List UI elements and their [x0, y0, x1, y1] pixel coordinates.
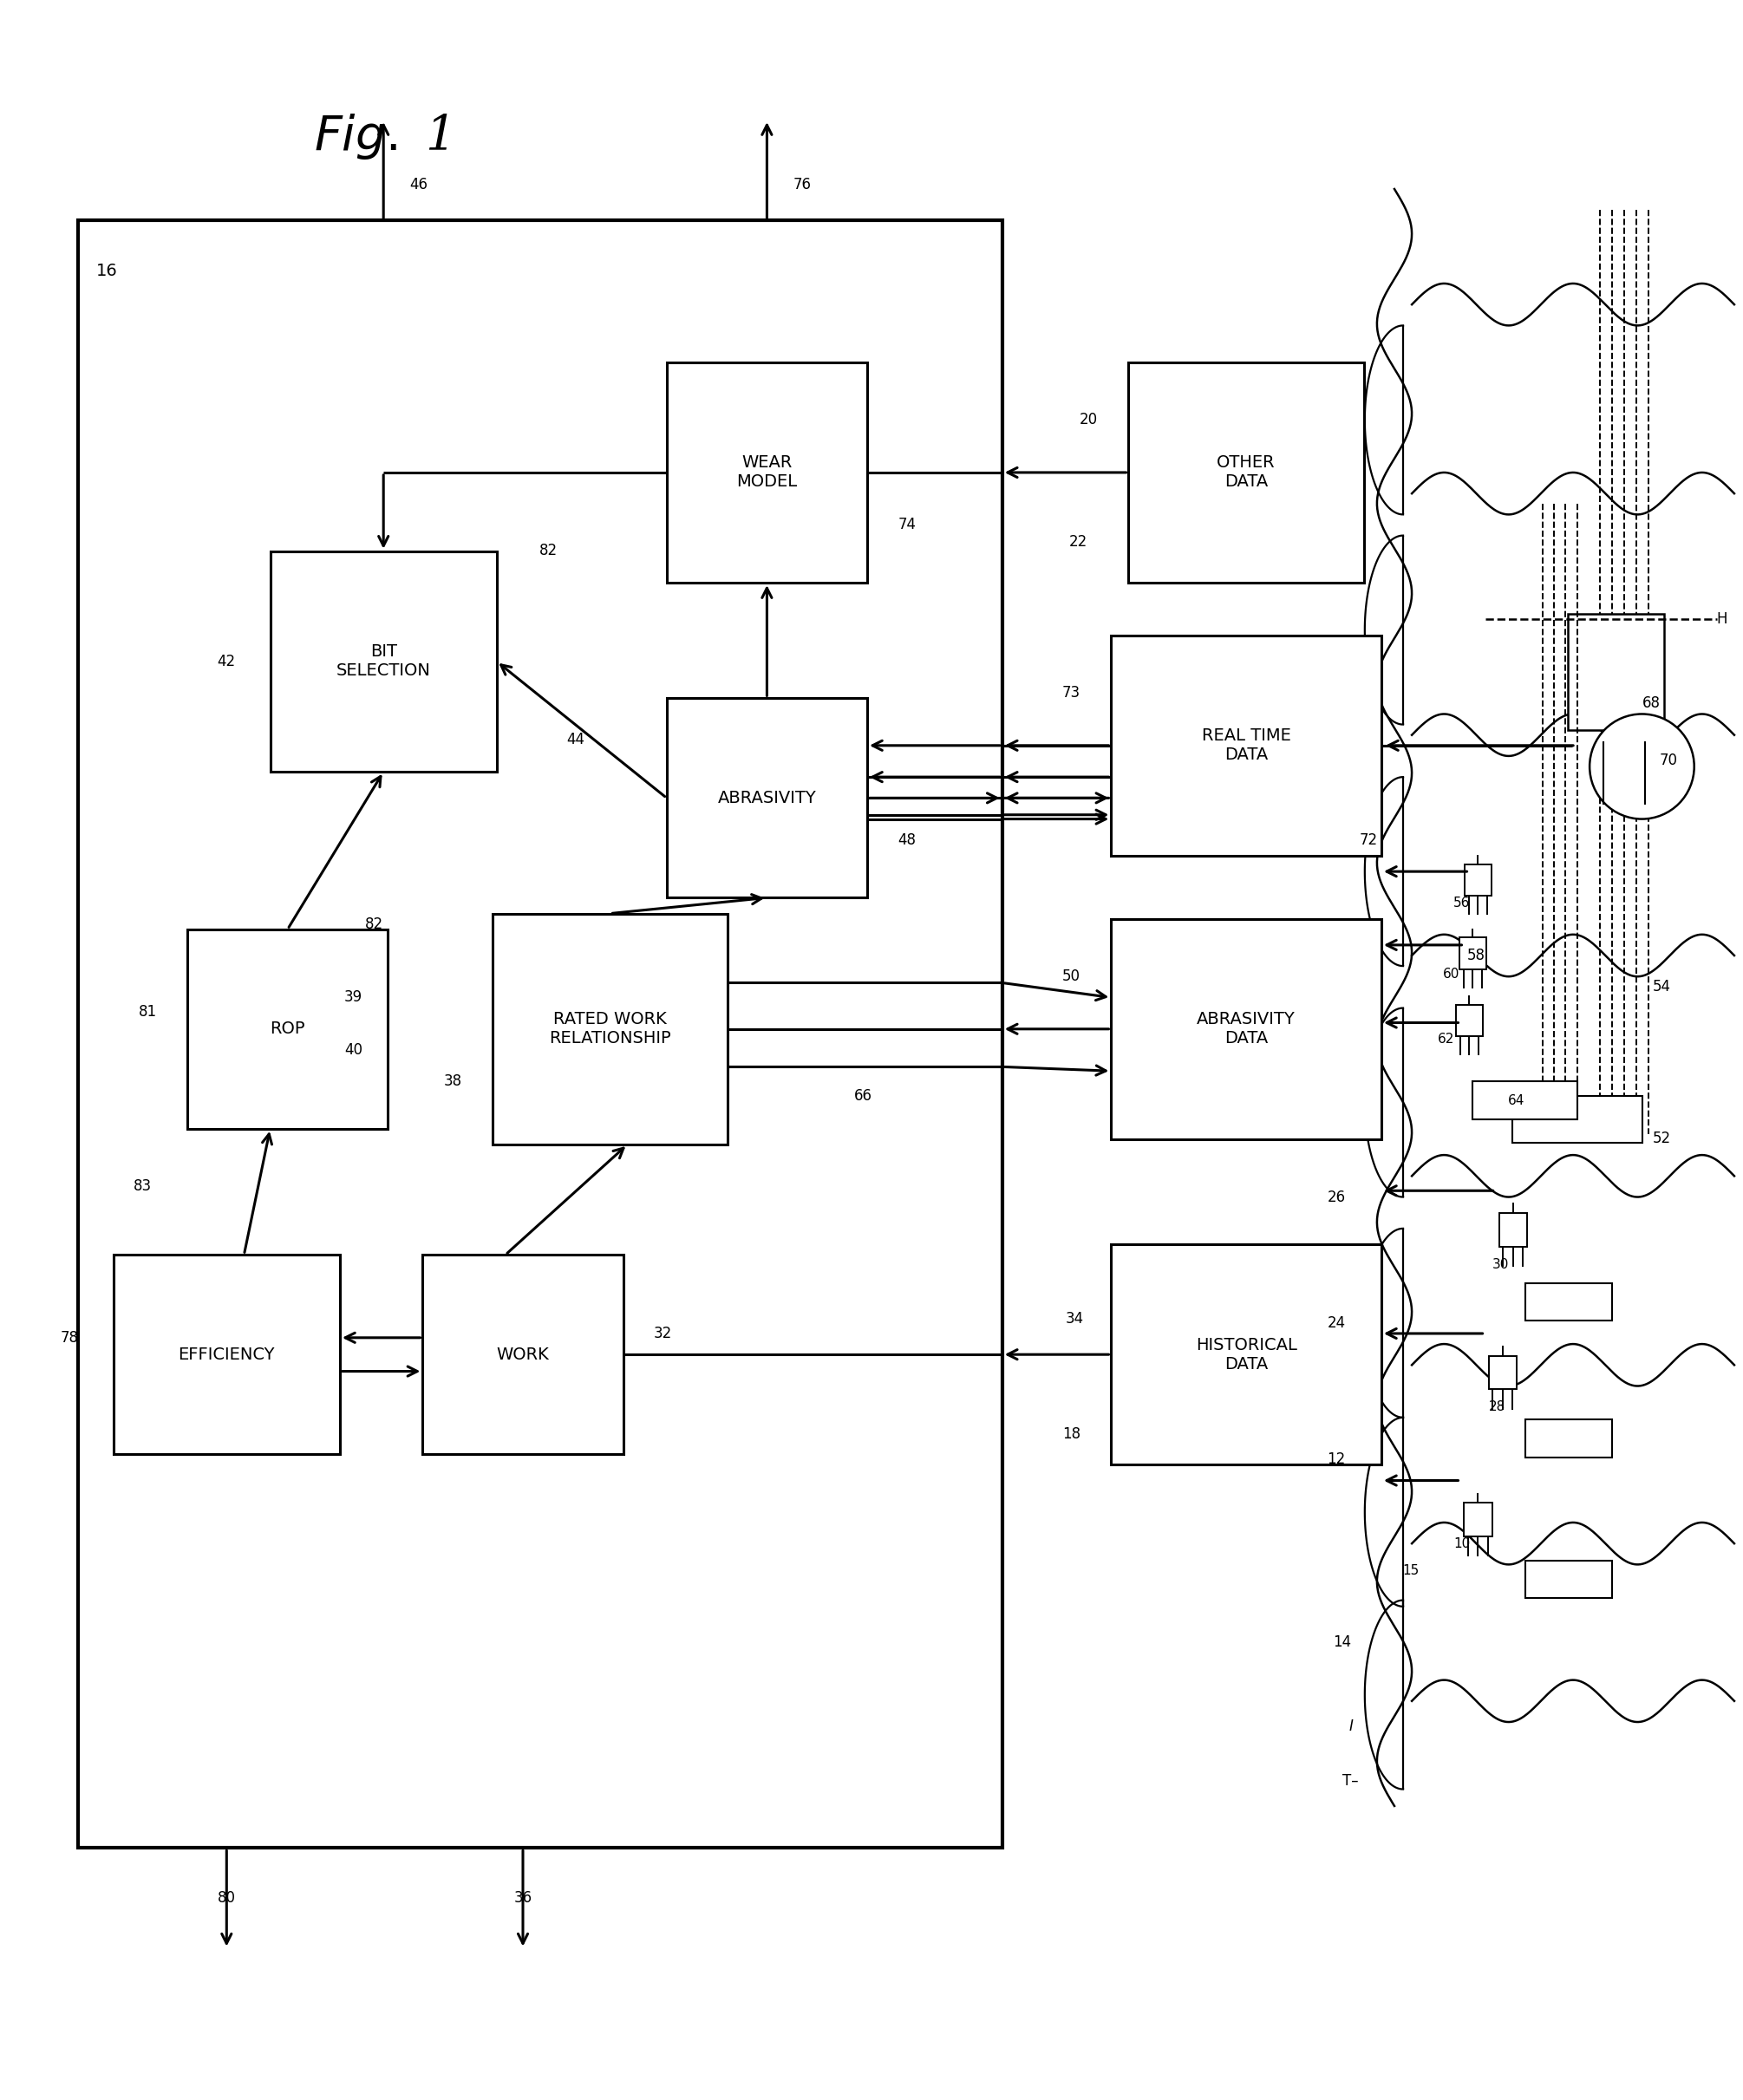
Text: 15: 15: [1401, 1564, 1419, 1577]
Text: 40: 40: [345, 1042, 363, 1058]
Bar: [1569, 613, 1665, 729]
Text: 83: 83: [132, 1178, 152, 1195]
Text: 34: 34: [1065, 1310, 1084, 1327]
Text: 18: 18: [1061, 1426, 1081, 1443]
Text: 76: 76: [793, 176, 810, 193]
Text: REAL TIME
DATA: REAL TIME DATA: [1201, 729, 1292, 762]
Text: 44: 44: [566, 731, 584, 748]
Bar: [424, 1256, 624, 1453]
Text: OTHER
DATA: OTHER DATA: [1217, 456, 1276, 489]
Bar: [1457, 1006, 1483, 1035]
Text: 24: 24: [1326, 1315, 1346, 1331]
Text: HISTORICAL
DATA: HISTORICAL DATA: [1196, 1338, 1297, 1371]
Bar: [1525, 1283, 1612, 1321]
Text: I: I: [1349, 1718, 1353, 1735]
Text: 50: 50: [1063, 968, 1081, 985]
Bar: [78, 220, 1002, 1848]
Text: WORK: WORK: [497, 1346, 549, 1363]
Bar: [666, 697, 868, 899]
Bar: [1461, 937, 1487, 968]
Text: 48: 48: [898, 832, 915, 848]
Bar: [1112, 634, 1382, 857]
Bar: [666, 363, 868, 584]
Text: 66: 66: [854, 1088, 872, 1105]
Bar: [1489, 1357, 1516, 1390]
Text: 68: 68: [1642, 695, 1659, 712]
Text: 74: 74: [898, 517, 915, 533]
Text: 16: 16: [96, 262, 117, 279]
Bar: [1513, 1096, 1642, 1142]
Text: 54: 54: [1652, 979, 1670, 995]
Text: BIT
SELECTION: BIT SELECTION: [336, 645, 431, 678]
Text: $\mathit{Fig.}$ 1: $\mathit{Fig.}$ 1: [314, 111, 448, 162]
Text: 26: 26: [1326, 1189, 1346, 1205]
Bar: [270, 550, 497, 771]
Bar: [1499, 1214, 1527, 1247]
Text: 14: 14: [1332, 1634, 1351, 1651]
Bar: [1464, 1504, 1492, 1537]
Bar: [1525, 1420, 1612, 1457]
Text: 60: 60: [1443, 968, 1461, 981]
Bar: [1112, 1243, 1382, 1466]
Text: 64: 64: [1508, 1094, 1525, 1107]
Text: 56: 56: [1454, 897, 1471, 909]
Text: H: H: [1717, 611, 1727, 628]
Text: RATED WORK
RELATIONSHIP: RATED WORK RELATIONSHIP: [549, 1012, 671, 1046]
Text: 22: 22: [1068, 533, 1088, 550]
Text: 72: 72: [1360, 832, 1379, 848]
Ellipse shape: [1590, 714, 1694, 819]
Text: 81: 81: [138, 1004, 157, 1021]
Text: ABRASIVITY
DATA: ABRASIVITY DATA: [1197, 1012, 1295, 1046]
Text: 73: 73: [1061, 685, 1081, 701]
Text: 52: 52: [1652, 1130, 1672, 1147]
Text: WEAR
MODEL: WEAR MODEL: [737, 456, 797, 489]
Bar: [1129, 363, 1365, 584]
Bar: [188, 930, 389, 1130]
Bar: [113, 1256, 340, 1453]
Text: 80: 80: [218, 1890, 235, 1905]
Text: 70: 70: [1659, 752, 1677, 769]
Text: 28: 28: [1489, 1401, 1506, 1413]
Text: 12: 12: [1326, 1451, 1346, 1468]
Text: 78: 78: [61, 1329, 78, 1346]
Text: 20: 20: [1079, 412, 1098, 428]
Bar: [493, 914, 729, 1144]
Text: 82: 82: [364, 916, 383, 932]
Text: 82: 82: [539, 542, 558, 559]
Bar: [1112, 920, 1382, 1138]
Text: 30: 30: [1492, 1258, 1509, 1270]
Text: 46: 46: [410, 176, 427, 193]
Text: 38: 38: [443, 1073, 462, 1090]
Text: 32: 32: [654, 1325, 673, 1342]
Text: ROP: ROP: [270, 1021, 305, 1037]
Text: 58: 58: [1468, 947, 1485, 964]
Text: 42: 42: [216, 653, 235, 670]
Bar: [1464, 865, 1492, 895]
Text: EFFICIENCY: EFFICIENCY: [178, 1346, 275, 1363]
Bar: [1525, 1560, 1612, 1598]
Text: 62: 62: [1438, 1033, 1455, 1046]
Text: 10: 10: [1454, 1537, 1471, 1550]
Bar: [1473, 1082, 1577, 1119]
Text: 36: 36: [514, 1890, 532, 1905]
Text: 39: 39: [343, 989, 363, 1006]
Text: ABRASIVITY: ABRASIVITY: [718, 790, 816, 806]
Text: T–: T–: [1342, 1772, 1360, 1789]
